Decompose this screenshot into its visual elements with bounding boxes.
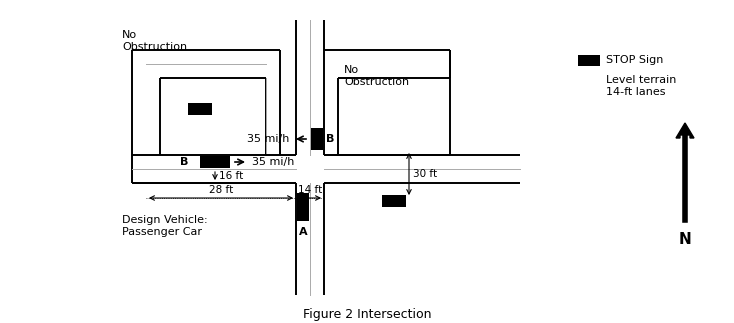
Text: N: N xyxy=(679,232,691,247)
Bar xyxy=(188,103,212,115)
Text: Level terrain
14-ft lanes: Level terrain 14-ft lanes xyxy=(606,75,676,97)
Text: 16 ft: 16 ft xyxy=(219,171,243,181)
Text: 28 ft: 28 ft xyxy=(209,185,233,195)
Text: 35 mi/h: 35 mi/h xyxy=(252,157,294,167)
Text: Design Vehicle:
Passenger Car: Design Vehicle: Passenger Car xyxy=(122,215,208,237)
Text: STOP Sign: STOP Sign xyxy=(606,55,664,65)
Text: No
Obstruction: No Obstruction xyxy=(122,30,187,52)
FancyArrow shape xyxy=(676,123,694,138)
Bar xyxy=(311,128,323,150)
Bar xyxy=(382,195,406,207)
Text: 30 ft: 30 ft xyxy=(413,169,437,179)
Text: B: B xyxy=(326,134,335,144)
Text: 35 mi/h: 35 mi/h xyxy=(247,134,289,144)
Text: A: A xyxy=(299,227,308,237)
Text: 14 ft: 14 ft xyxy=(298,185,322,195)
Text: Figure 2 Intersection: Figure 2 Intersection xyxy=(302,308,432,321)
Bar xyxy=(578,55,600,66)
Bar xyxy=(200,156,230,168)
Text: B: B xyxy=(180,157,188,167)
Text: No
Obstruction: No Obstruction xyxy=(344,65,409,87)
Bar xyxy=(297,193,309,221)
